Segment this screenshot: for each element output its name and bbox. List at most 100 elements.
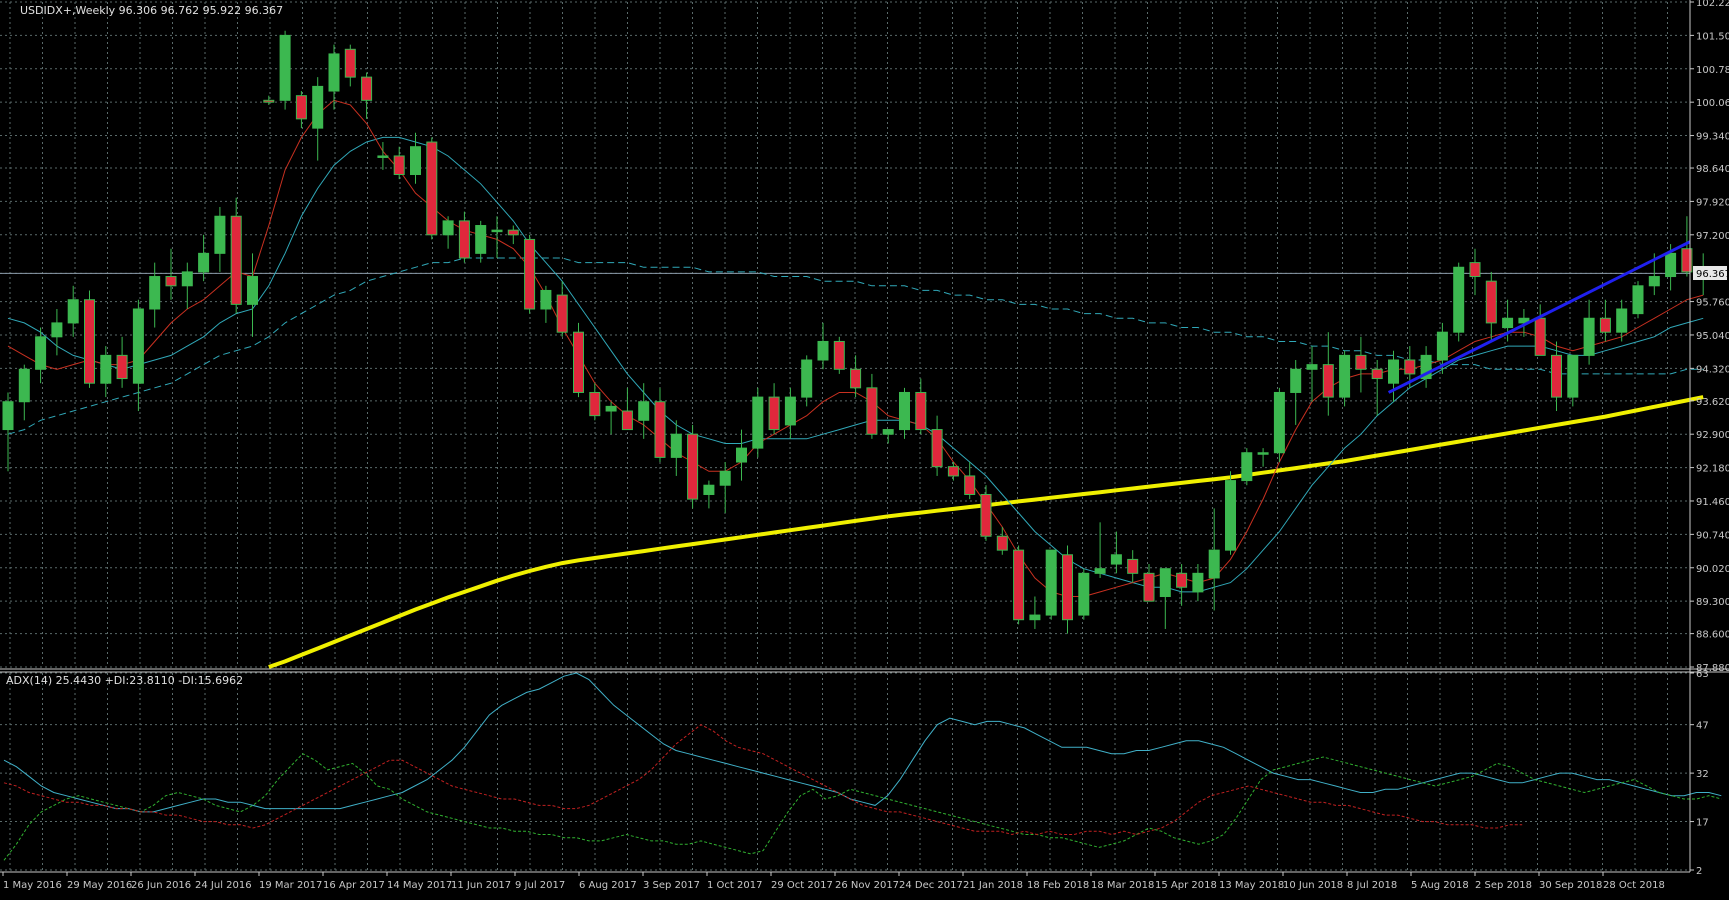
bear-candle xyxy=(687,433,699,500)
date-axis-label: 24 Dec 2017 xyxy=(899,880,963,891)
bull-candle xyxy=(377,155,389,158)
bear-candle xyxy=(589,391,601,417)
bear-candle xyxy=(361,76,373,101)
bear-candle xyxy=(768,396,780,431)
bear-candle xyxy=(573,331,584,393)
bull-candle xyxy=(1029,614,1041,621)
bull-candle xyxy=(18,368,30,403)
blue-trendline[interactable] xyxy=(1387,240,1691,394)
date-axis-label: 11 Jun 2017 xyxy=(451,880,511,891)
bull-candle xyxy=(35,336,47,370)
date-axis-label: 9 Jul 2017 xyxy=(515,880,565,891)
adx-axis-label: 47 xyxy=(1696,721,1709,732)
adx-axis-label: 63 xyxy=(1696,669,1709,680)
bull-candle xyxy=(1078,572,1090,616)
price-axis-label: 100.780 xyxy=(1696,65,1729,76)
bear-candle xyxy=(833,340,845,370)
bull-candle xyxy=(410,146,421,176)
bull-candle xyxy=(1225,480,1236,551)
bear-candle xyxy=(230,215,242,305)
bear-candle xyxy=(1404,359,1416,375)
trendline[interactable] xyxy=(1387,240,1691,394)
bear-candle xyxy=(1322,364,1334,398)
bull-candle xyxy=(638,401,650,421)
bull-candle xyxy=(491,229,503,233)
price-axis-label: 91.460 xyxy=(1696,497,1729,508)
bull-candle xyxy=(1388,359,1399,384)
bear-candle xyxy=(850,368,862,389)
bear-candle xyxy=(915,391,927,431)
bear-candle xyxy=(1013,549,1025,621)
price-axis-label: 90.020 xyxy=(1696,564,1729,575)
bull-candle xyxy=(442,220,454,236)
current-price-label: 96.367 xyxy=(1696,269,1729,280)
bull-candle xyxy=(752,396,764,449)
date-axis-label: 13 May 2018 xyxy=(1219,880,1284,891)
bull-candle xyxy=(605,405,617,412)
price-axis-label: 98.640 xyxy=(1696,164,1729,175)
bull-candle xyxy=(703,484,715,495)
bull-candle xyxy=(736,447,747,463)
bear-candle xyxy=(1485,280,1497,324)
bear-candle xyxy=(1599,317,1611,333)
main-legend: USDIDX+,Weekly 96.306 96.762 95.922 96.3… xyxy=(20,4,283,17)
bull-candle xyxy=(719,470,731,486)
bull-candle xyxy=(899,391,910,431)
current-price-tag xyxy=(1693,266,1727,280)
date-axis-label: 1 May 2016 xyxy=(3,880,62,891)
price-axis-label: 95.760 xyxy=(1696,298,1729,309)
bull-candle xyxy=(247,276,258,305)
bull-candle xyxy=(1453,266,1465,333)
bull-candle xyxy=(1094,568,1106,574)
bear-candle xyxy=(165,276,177,287)
bear-candle xyxy=(524,238,536,310)
bear-candle xyxy=(295,95,307,120)
price-axis-label: 101.500 xyxy=(1696,31,1729,42)
date-axis-label: 21 Jan 2018 xyxy=(963,880,1023,891)
price-axis-label: 88.600 xyxy=(1696,630,1729,641)
date-axis-label: 2 Sep 2018 xyxy=(1475,880,1532,891)
date-axis-label: 3 Sep 2017 xyxy=(643,880,700,891)
adx-axis-label: 2 xyxy=(1696,866,1702,877)
candles xyxy=(2,30,1709,634)
bear-candle xyxy=(964,475,976,495)
bull-candle xyxy=(1436,331,1448,361)
adx-axis-label: 17 xyxy=(1696,818,1709,829)
bull-candle xyxy=(1257,452,1269,455)
date-axis-label: 19 Mar 2017 xyxy=(259,880,322,891)
date-axis-label: 18 Mar 2018 xyxy=(1091,880,1154,891)
minus-di-line xyxy=(3,724,1523,836)
bull-candle xyxy=(475,225,487,254)
date-axis-label: 1 Oct 2017 xyxy=(707,880,762,891)
bull-candle xyxy=(1110,554,1122,565)
grid xyxy=(0,1,1690,871)
bull-candle xyxy=(670,433,682,458)
bull-candle xyxy=(1208,549,1220,579)
price-axis-label: 87.880 xyxy=(1696,663,1729,674)
plus-di-line xyxy=(3,753,1722,861)
date-axis-label: 30 Sep 2018 xyxy=(1539,880,1602,891)
bull-candle xyxy=(1241,452,1253,482)
date-axis-label: 16 Apr 2017 xyxy=(323,880,385,891)
bear-candle xyxy=(426,141,438,236)
bull-candle xyxy=(1192,572,1204,593)
date-axis-label: 15 Apr 2018 xyxy=(1155,880,1217,891)
date-axis-label: 28 Oct 2018 xyxy=(1603,880,1665,891)
adx-axis-label: 32 xyxy=(1696,769,1709,780)
bear-candle xyxy=(1062,554,1073,621)
bear-candle xyxy=(947,466,959,477)
bear-candle xyxy=(1371,368,1383,380)
bull-candle xyxy=(1339,354,1351,398)
bull-candle xyxy=(1159,568,1171,598)
bear-candle xyxy=(84,299,95,384)
price-axis-label: 95.040 xyxy=(1696,331,1729,342)
bull-candle xyxy=(2,401,14,431)
adx-line xyxy=(3,672,1722,813)
bull-candle xyxy=(67,299,79,324)
bull-candle xyxy=(1616,308,1628,333)
date-axis-label: 14 May 2017 xyxy=(387,880,452,891)
bull-candle xyxy=(132,308,144,384)
price-axis-label: 92.180 xyxy=(1696,464,1729,475)
bull-candle xyxy=(198,252,210,273)
